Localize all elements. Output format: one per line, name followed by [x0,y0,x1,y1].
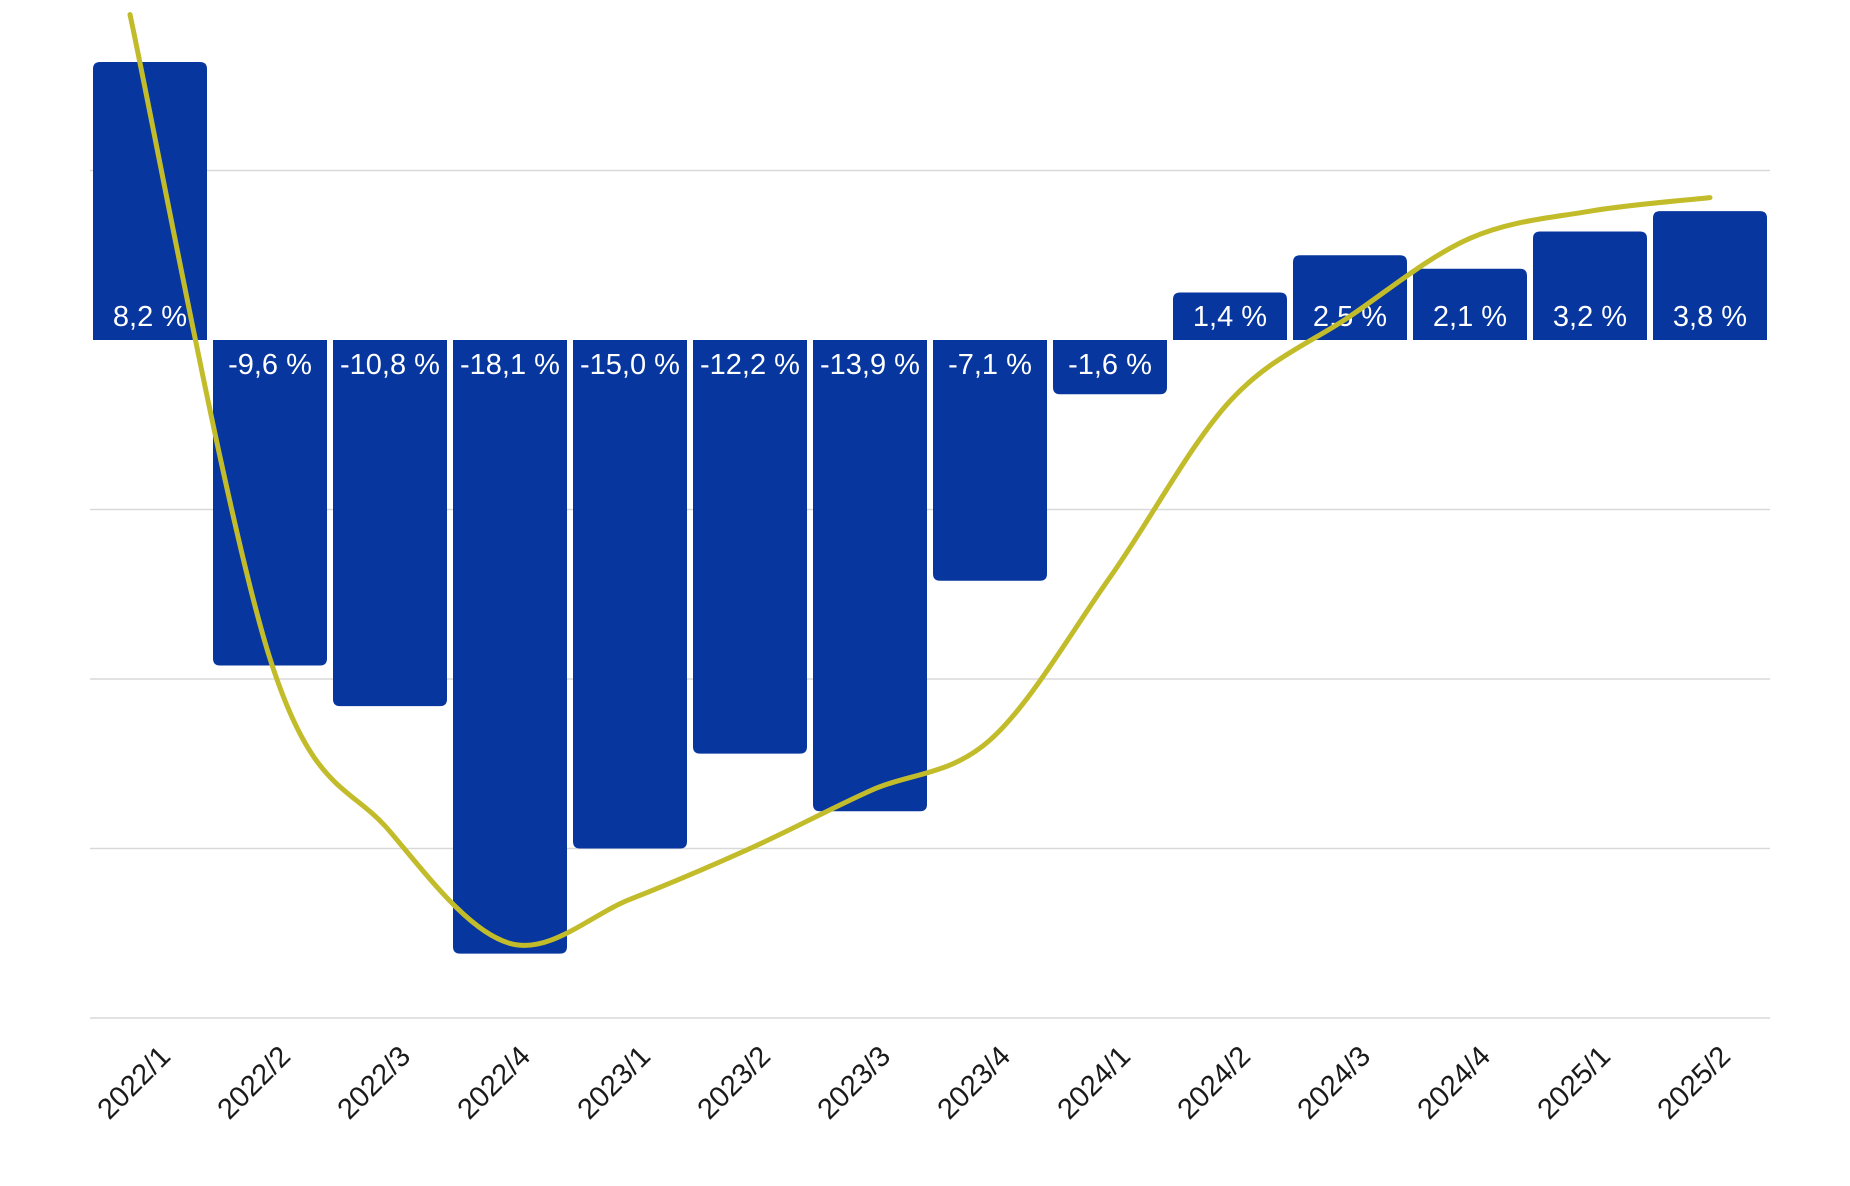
x-tick-label-2023-3: 2023/3 [812,1040,897,1125]
bar-2023-1 [573,340,687,849]
bar-2022-4 [453,340,567,954]
bar-2022-1 [93,62,207,341]
bar-2022-2 [213,340,327,666]
x-tick-label-2022-1: 2022/1 [92,1040,177,1125]
x-tick-label-2025-1: 2025/1 [1532,1040,1617,1125]
data-labels: 8,2 %-9,6 % -10,8 % -18,1 % -15,0 % -12,2 % -… [113,301,1747,381]
x-tick-label-2025-2: 2025/2 [1652,1040,1737,1125]
bar-2022-3 [333,340,447,707]
data-label-2023-1: -15,0 % [580,349,680,381]
x-axis-ticks: 2022/1 2022/2 2022/3 2022/4 2023/1 2023/2 2023… [92,1040,1737,1125]
x-tick-label-2024-4: 2024/4 [1412,1040,1497,1125]
bar-2023-2 [693,340,807,754]
bar-2024-2 [1173,292,1287,340]
data-label-2023-3: -13,9 % [820,349,920,381]
bars [93,62,1767,954]
x-tick-label-2024-1: 2024/1 [1052,1040,1137,1125]
data-label-2022-1: 8,2 % [113,301,187,333]
x-tick-label-2023-2: 2023/2 [692,1040,777,1125]
data-label-2024-4: 2,1 % [1433,301,1507,333]
data-label-2024-2: 1,4 % [1193,301,1267,333]
x-tick-label-2024-3: 2024/3 [1292,1040,1377,1125]
data-label-2025-2: 3,8 % [1673,301,1747,333]
bar-2024-4 [1413,268,1527,340]
x-tick-label-2023-1: 2023/1 [572,1040,657,1125]
bar-2025-1 [1533,231,1647,340]
data-label-2024-1: -1,6 % [1068,349,1152,381]
bar-2024-3 [1293,255,1407,340]
data-label-2022-3: -10,8 % [340,349,440,381]
trend-line-group [127,12,1713,948]
bar-2024-1 [1053,340,1167,395]
x-tick-label-2022-4: 2022/4 [452,1040,537,1125]
data-label-2025-1: 3,2 % [1553,301,1627,333]
data-label-2022-4: -18,1 % [460,349,560,381]
x-tick-label-2022-2: 2022/2 [212,1040,297,1125]
bar-2025-2 [1653,211,1767,340]
data-label-2022-2: -9,6 % [228,349,312,381]
x-tick-label-2024-2: 2024/2 [1172,1040,1257,1125]
data-label-2023-4: -7,1 % [948,349,1032,381]
x-tick-label-2022-3: 2022/3 [332,1040,417,1125]
bar-2023-4 [933,340,1047,581]
x-tick-label-2023-4: 2023/4 [932,1040,1017,1125]
data-label-2023-2: -12,2 % [700,349,800,381]
bar-2023-3 [813,340,927,812]
trend-line [127,12,1713,948]
